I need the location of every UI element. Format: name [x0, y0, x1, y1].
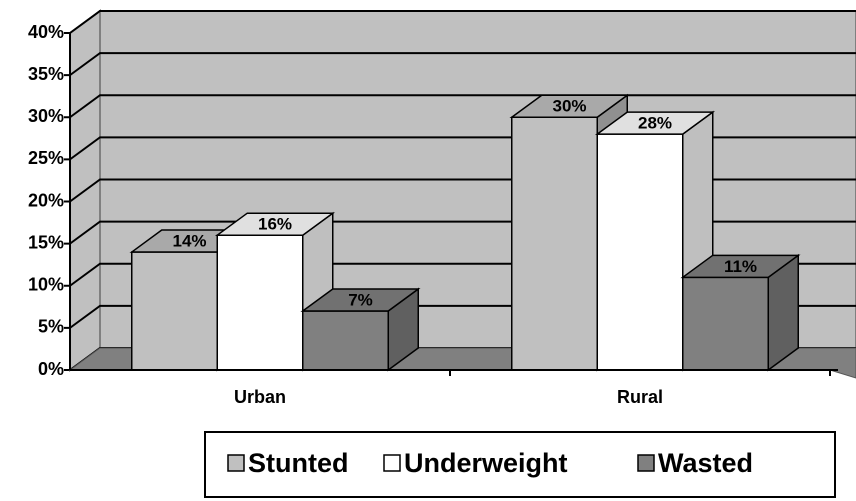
bar-top: [214, 212, 336, 236]
y-tick-label: 10%: [28, 275, 64, 295]
x-tick-label: Urban: [234, 387, 286, 407]
y-tick-label: 35%: [28, 64, 64, 84]
value-label: 11%: [724, 257, 757, 276]
bar: [511, 116, 598, 371]
y-tick-label: 0%: [38, 359, 64, 379]
value-label: 30%: [552, 97, 586, 116]
legend-label: Stunted: [248, 448, 349, 478]
bar: [302, 310, 389, 371]
bar: [596, 133, 684, 371]
y-tick-label: 25%: [28, 148, 64, 168]
bar-top: [594, 111, 716, 135]
bar: [682, 276, 769, 371]
value-label: 14%: [172, 232, 206, 251]
grid-line: [69, 10, 856, 34]
value-label: 16%: [258, 215, 292, 234]
bar-top: [509, 94, 630, 118]
legend-swatch: [383, 454, 401, 472]
value-label: 28%: [638, 114, 672, 133]
legend-box: [204, 431, 836, 498]
legend-swatch: [637, 454, 655, 472]
y-tick-label: 30%: [28, 106, 64, 126]
legend-label: Underweight: [404, 448, 568, 478]
bar-top: [300, 288, 421, 312]
legend-label: Wasted: [658, 448, 753, 478]
x-tick-label: Rural: [617, 387, 663, 407]
bar: [216, 234, 304, 371]
y-tick-label: 20%: [28, 190, 64, 210]
bar: [131, 251, 218, 371]
bar-top: [680, 254, 801, 279]
grid-line: [69, 52, 856, 76]
legend-swatch: [227, 454, 245, 472]
y-tick-label: 15%: [28, 232, 64, 252]
y-tick-label: 5%: [38, 317, 64, 337]
y-tick-label: 40%: [28, 22, 64, 42]
value-label: 7%: [348, 291, 373, 310]
